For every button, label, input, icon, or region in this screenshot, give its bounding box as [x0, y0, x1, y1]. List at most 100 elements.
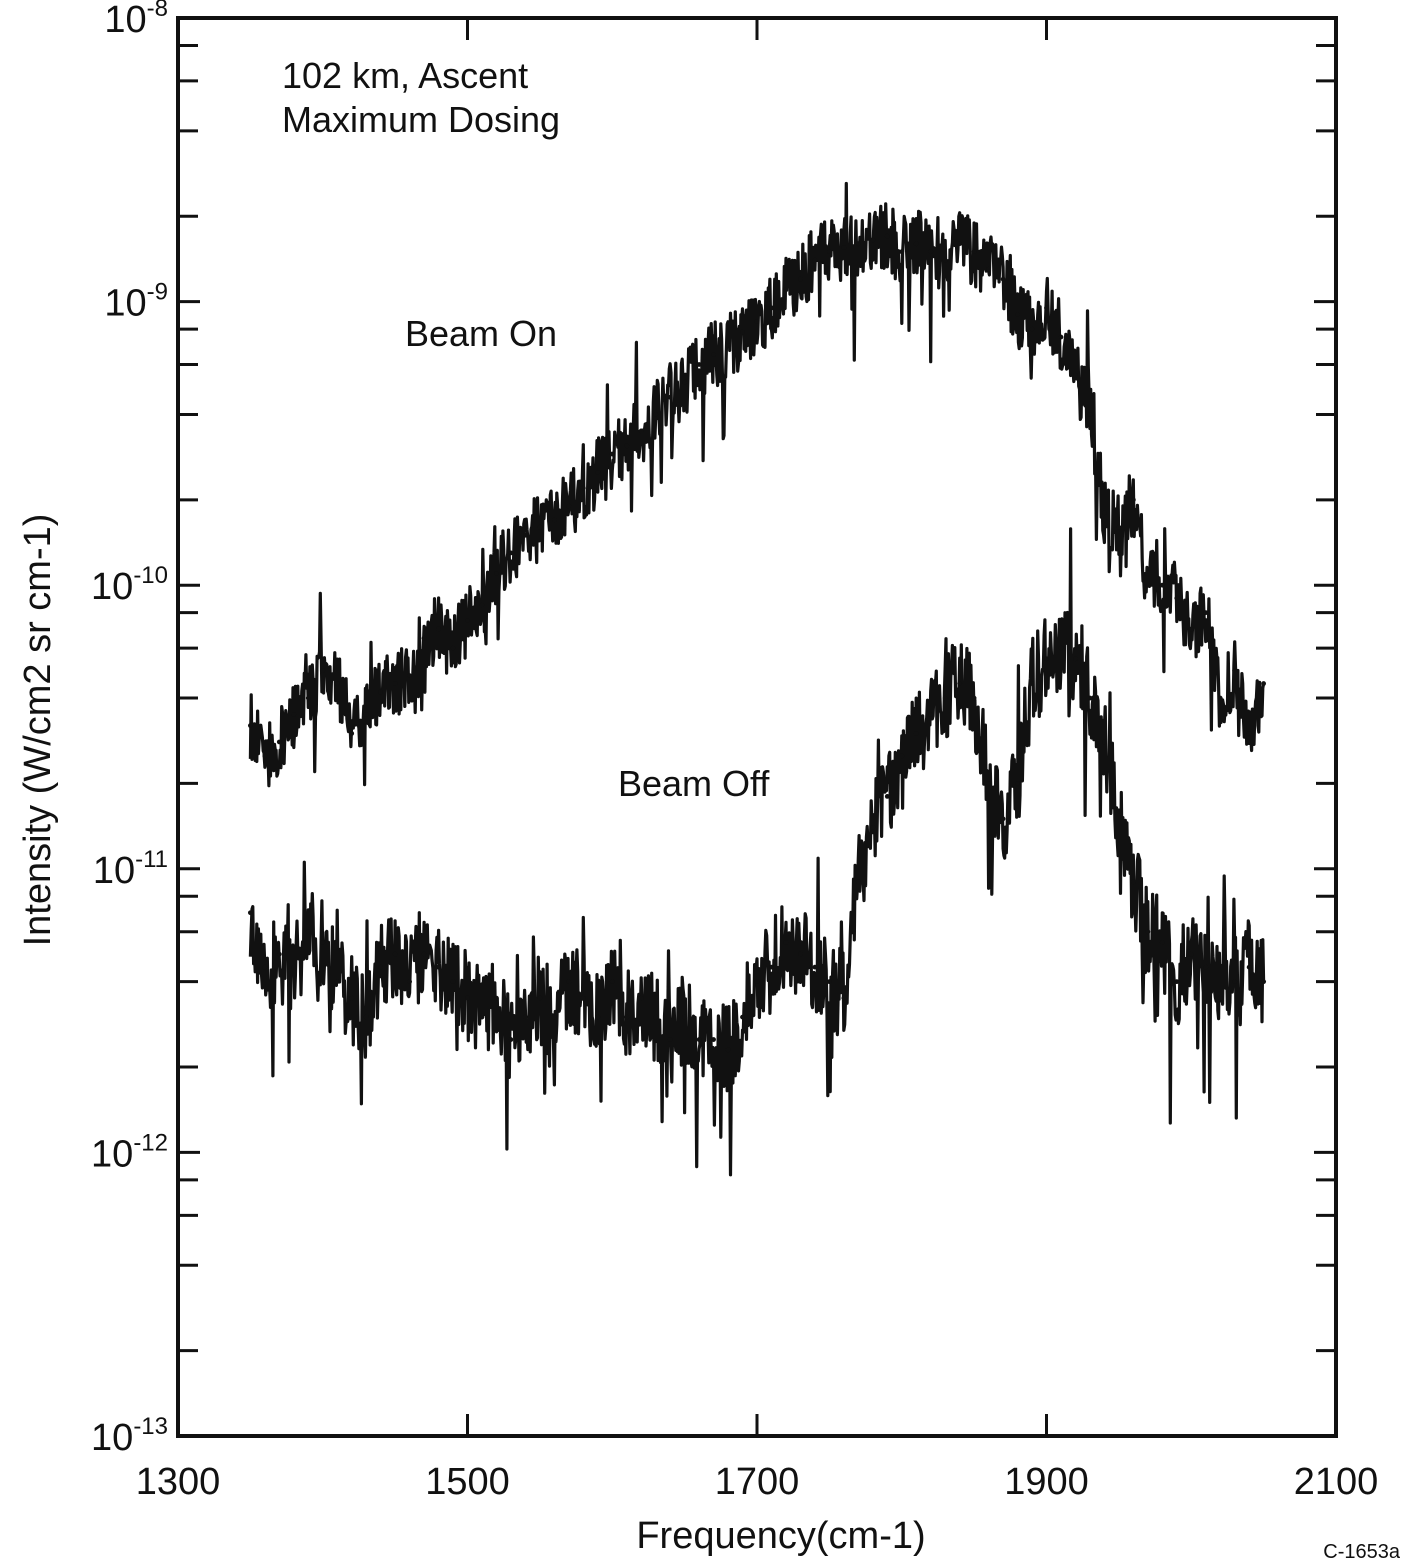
series-line-beam-on [248, 181, 1266, 788]
beam-off-point [667, 1037, 673, 1042]
beam-off-point [986, 781, 991, 786]
beam-on-point [1145, 582, 1151, 588]
beam-on-point [682, 379, 688, 385]
beam-on-point [436, 626, 441, 632]
beam-on-point [812, 257, 818, 263]
beam-off-point [638, 995, 644, 1001]
beam-on-point [262, 753, 268, 759]
beam-off-point [1232, 979, 1238, 985]
beam-off-point [624, 1014, 630, 1020]
beam-off-point [1159, 940, 1165, 945]
x-tick-label: 2100 [1294, 1461, 1379, 1503]
beam-on-point [465, 618, 470, 624]
beam-off-point [580, 995, 586, 1001]
beam-on-point [320, 668, 326, 673]
beam-on-point [523, 532, 528, 538]
beam-on-point [291, 712, 297, 717]
beam-off-point [334, 979, 340, 985]
beam-off-point [725, 1047, 731, 1053]
beam-on-point [870, 237, 876, 243]
beam-on-point [1058, 334, 1064, 340]
beam-off-point [1203, 964, 1209, 970]
beam-off-point [392, 951, 398, 957]
beam-on-point [1044, 305, 1049, 311]
beam-off-point [1073, 656, 1078, 662]
beam-on-point [957, 241, 963, 247]
beam-on-point [595, 469, 601, 475]
beam-on-point [334, 681, 340, 686]
beam-on-point [276, 739, 282, 745]
beam-off-point [1116, 808, 1122, 814]
beam-on-point [740, 329, 745, 335]
beam-off-point [1015, 781, 1020, 786]
beam-off-point [696, 1037, 702, 1042]
y-tick-label: 10-11 [93, 846, 168, 892]
beam-off-point [899, 753, 905, 759]
beam-on-point [566, 503, 572, 509]
series-label-beam-off: Beam Off [618, 763, 770, 804]
annotation-line-1: 102 km, Ascent [282, 55, 528, 96]
beam-on-point [1261, 681, 1267, 686]
beam-on-point [551, 517, 557, 523]
beam-on-point [754, 319, 760, 325]
series-line-beam-off [248, 527, 1266, 1177]
beam-off-point [855, 879, 861, 885]
beam-off-point [421, 951, 427, 957]
beam-on-point [1102, 510, 1107, 516]
x-tick-label: 1700 [715, 1461, 800, 1503]
beam-on-point [1087, 412, 1093, 417]
beam-off-point [798, 951, 803, 957]
beam-off-point [551, 1014, 557, 1020]
beam-on-point [494, 571, 499, 576]
beam-off-point [884, 794, 890, 799]
beam-on-point [653, 412, 659, 417]
beam-off-point [1217, 995, 1223, 1001]
beam-on-point [247, 723, 253, 728]
beam-on-point [508, 550, 514, 556]
beam-off-point [1130, 879, 1136, 885]
beam-off-point [276, 951, 282, 957]
beam-off-point [754, 979, 760, 985]
beam-on-point [1188, 626, 1194, 632]
beam-on-point [1029, 326, 1035, 332]
y-tick-label: 10-10 [91, 562, 168, 608]
beam-off-point [378, 964, 384, 970]
beam-off-point [928, 712, 934, 717]
beam-off-point [1102, 739, 1107, 745]
beam-on-point [826, 249, 832, 255]
beam-off-point [769, 964, 774, 970]
beam-on-point [769, 305, 774, 311]
beam-on-point [580, 485, 586, 491]
beam-on-point [624, 443, 630, 449]
beam-on-point [986, 266, 991, 272]
beam-off-point [740, 1014, 745, 1020]
beam-off-point [479, 1014, 485, 1020]
beam-on-point [609, 451, 615, 457]
beam-off-point [841, 995, 847, 1001]
beam-off-point [1044, 656, 1049, 662]
beam-off-point [1145, 929, 1151, 935]
annotation-line-2: Maximum Dosing [282, 99, 560, 140]
beam-on-point [1217, 695, 1223, 701]
beam-on-point [725, 343, 731, 348]
beam-off-point [957, 681, 963, 686]
beam-on-point [305, 695, 311, 701]
beam-on-point [711, 352, 716, 358]
beam-on-point [392, 681, 398, 686]
beam-off-point [711, 1037, 716, 1042]
beam-on-point [479, 602, 485, 608]
beam-off-point [1029, 681, 1035, 686]
y-tick-label: 10-9 [104, 279, 168, 325]
beam-off-point [320, 940, 326, 945]
x-tick-label: 1900 [1004, 1461, 1089, 1503]
series-layer [247, 181, 1267, 1177]
beam-on-point [363, 712, 369, 717]
beam-on-point [1174, 595, 1180, 601]
beam-off-point [971, 695, 977, 701]
beam-off-point [595, 1014, 601, 1020]
beam-on-point [1116, 524, 1122, 530]
figure-code: C-1653a [1323, 1541, 1401, 1562]
beam-on-point [798, 276, 803, 282]
x-tick-labels: 1300 1500 1700 1900 2100 [136, 1461, 1379, 1503]
